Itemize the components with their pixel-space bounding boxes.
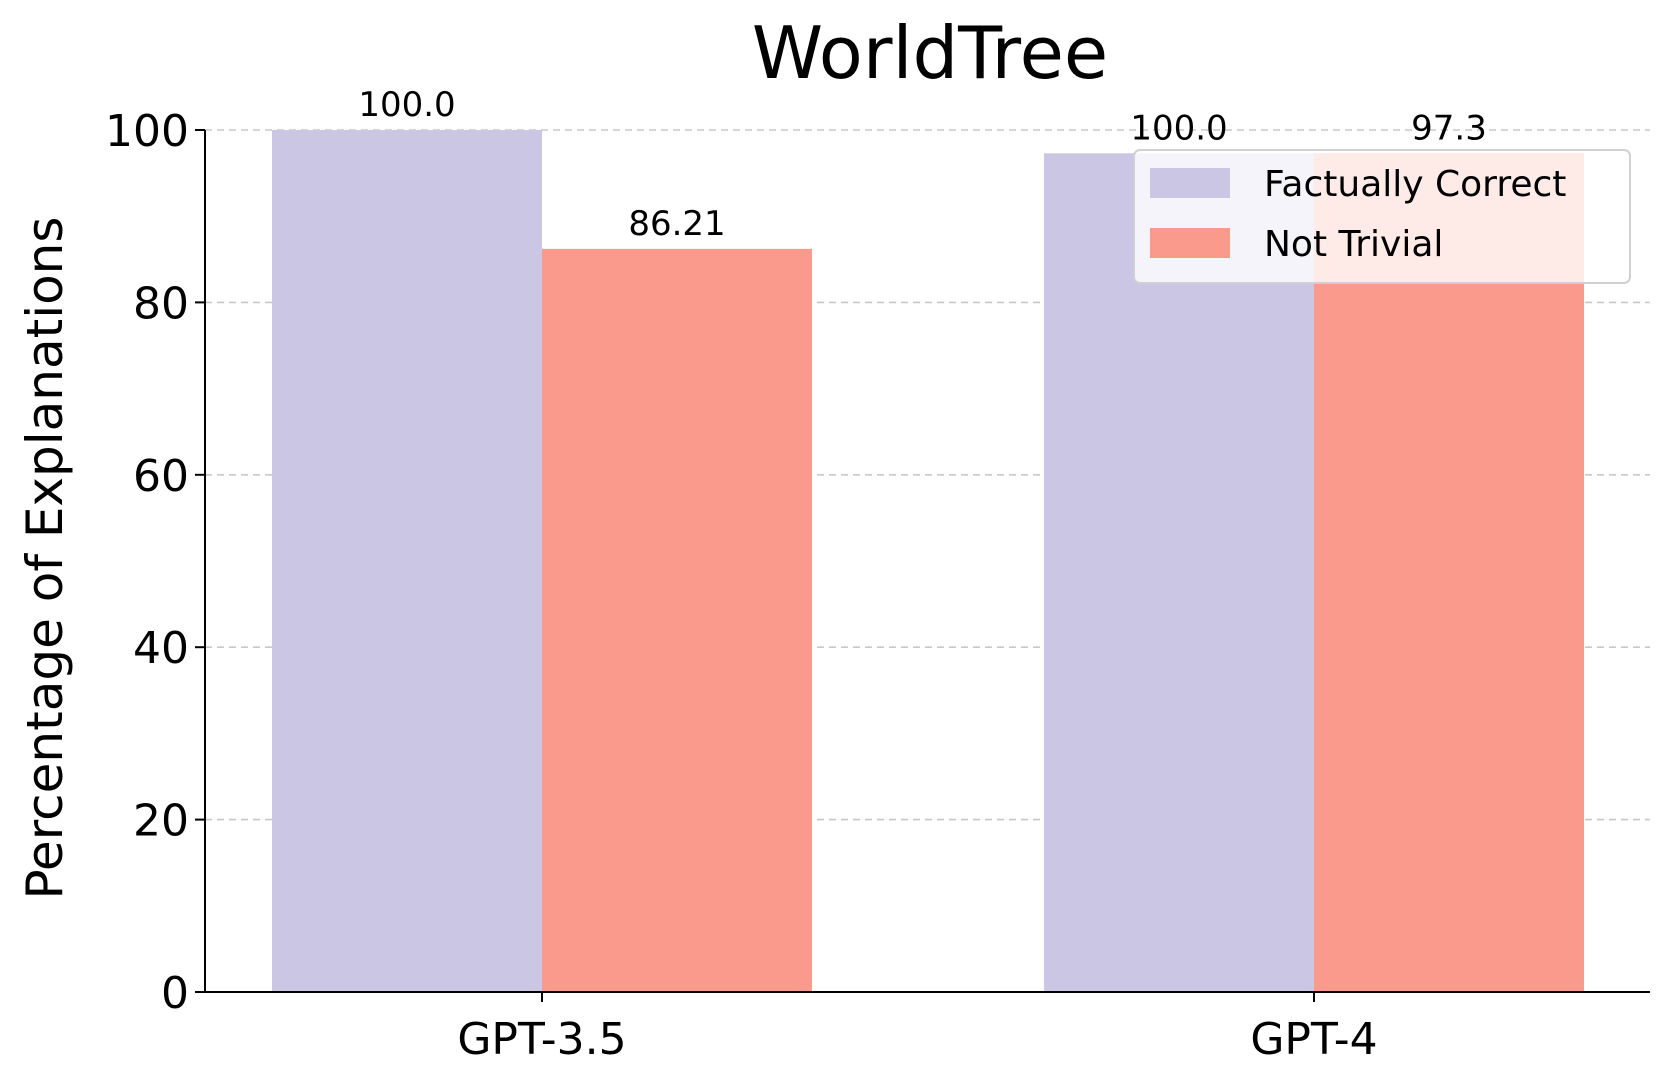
legend-swatch-factually-correct xyxy=(1150,168,1230,198)
y-tick-label: 80 xyxy=(133,278,189,329)
y-tick-label: 60 xyxy=(133,451,189,502)
value-label-factually-correct-gpt-3-5: 100.0 xyxy=(358,85,455,125)
bar-not-trivial-gpt-3-5 xyxy=(542,248,812,992)
legend-box xyxy=(1133,149,1631,284)
legend-label-factually-correct: Factually Correct xyxy=(1264,164,1566,205)
bar-factually-correct-gpt-3-5 xyxy=(272,130,542,992)
value-label-not-trivial-gpt-4: 97.3 xyxy=(1411,108,1487,148)
x-ticks: GPT-3.5 GPT-4 xyxy=(457,992,1378,1065)
value-label-not-trivial-gpt-3-5: 86.21 xyxy=(628,204,725,244)
x-tick-label-gpt-4: GPT-4 xyxy=(1250,1014,1377,1065)
bar-not-trivial-gpt-4 xyxy=(1314,153,1584,993)
value-label-factually-correct-gpt-4: 100.0 xyxy=(1130,108,1227,148)
legend-swatch-not-trivial xyxy=(1150,228,1230,258)
x-tick-label-gpt-3-5: GPT-3.5 xyxy=(457,1014,626,1065)
y-tick-label: 20 xyxy=(133,796,189,847)
y-axis-label: Percentage of Explanations xyxy=(16,217,74,900)
legend-label-not-trivial: Not Trivial xyxy=(1264,224,1443,265)
y-tick-label: 100 xyxy=(105,106,189,157)
y-tick-label: 40 xyxy=(133,623,189,674)
bars xyxy=(272,130,1584,993)
axes xyxy=(204,130,1650,993)
legend: Factually Correct Not Trivial xyxy=(1133,149,1631,284)
y-tick-label: 0 xyxy=(161,968,189,1019)
y-ticks: 0 20 40 60 80 100 xyxy=(105,106,205,1019)
value-labels: 100.0 86.21 100.0 97.3 xyxy=(358,85,1487,244)
bar-factually-correct-gpt-4 xyxy=(1044,153,1314,993)
chart-title: WorldTree xyxy=(752,11,1108,95)
